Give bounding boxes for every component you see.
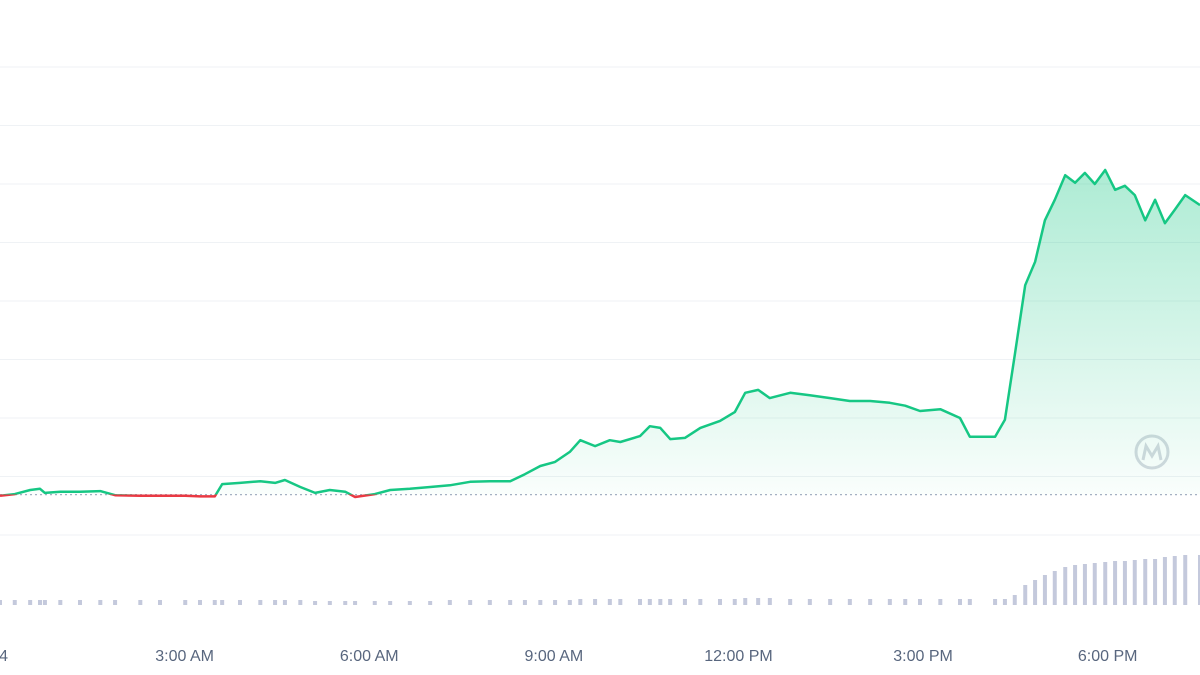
volume-bar (1183, 555, 1188, 605)
volume-bar (372, 601, 377, 605)
volume-bar (1172, 556, 1177, 605)
volume-bar (388, 601, 393, 605)
volume-bar (567, 600, 572, 605)
volume-bar (1153, 559, 1158, 605)
volume-bar (847, 599, 852, 605)
volume-bar (468, 600, 473, 605)
volume-bar (938, 599, 943, 605)
volume-bar (353, 601, 358, 605)
volume-bar (668, 599, 673, 605)
volume-bar (1002, 599, 1007, 605)
volume-bar (638, 599, 642, 605)
price-area (0, 170, 1200, 497)
volume-bar (647, 599, 652, 605)
volume-bar (1092, 563, 1097, 605)
volume-bar (327, 601, 332, 605)
volume-bar (298, 600, 303, 605)
x-tick-label: 4 (0, 648, 8, 665)
volume-bar (1082, 564, 1087, 605)
price-line (0, 168, 1200, 499)
volume-bar (1143, 559, 1148, 605)
volume-bar (28, 600, 33, 605)
x-tick-label: 3:00 PM (893, 648, 953, 665)
volume-bar (343, 601, 348, 605)
volume-bar (958, 599, 962, 605)
volume-bar (618, 599, 623, 605)
volume-bar (593, 599, 598, 605)
volume-bar (98, 600, 103, 605)
volume-bar (1042, 575, 1047, 605)
volume-bar (1122, 561, 1127, 605)
volume-bar (718, 599, 722, 605)
volume-bar (238, 600, 242, 605)
volume-bar (198, 600, 202, 605)
volume-bar (38, 600, 42, 605)
volume-bar (553, 600, 558, 605)
volume-bar (732, 599, 737, 605)
volume-bar (1113, 561, 1118, 605)
volume-bar (282, 600, 287, 605)
x-tick-label: 9:00 AM (524, 648, 583, 665)
volume-bar (1033, 580, 1038, 605)
volume-bar (903, 599, 908, 605)
volume-bar (967, 599, 972, 605)
volume-bar (993, 599, 998, 605)
volume-bar (12, 600, 17, 605)
volume-bar (313, 601, 318, 605)
x-tick-label: 3:00 AM (155, 648, 214, 665)
x-tick-label: 12:00 PM (704, 648, 772, 665)
volume-bar (807, 599, 812, 605)
volume-bar (607, 599, 612, 605)
volume-bar (1103, 562, 1108, 605)
volume-bar (1073, 565, 1078, 605)
volume-bar (258, 600, 263, 605)
volume-bar (658, 599, 663, 605)
volume-bar (756, 598, 761, 605)
volume-bar (828, 599, 833, 605)
volume-bar (487, 600, 492, 605)
volume-bar (1162, 557, 1167, 605)
volume-bar (0, 600, 2, 605)
volume-bar (698, 599, 703, 605)
volume-bar (407, 601, 412, 605)
volume-bar (743, 598, 748, 605)
volume-bar (138, 600, 143, 605)
volume-bar (428, 601, 433, 605)
volume-bar (578, 599, 583, 605)
volume-bar (918, 599, 922, 605)
volume-bar (212, 600, 217, 605)
volume-bar (682, 599, 687, 605)
volume-bar (183, 600, 188, 605)
volume-bar (1052, 571, 1057, 605)
volume-bar (273, 600, 278, 605)
volume-bar (868, 599, 873, 605)
volume-bar (522, 600, 527, 605)
volume-bar (538, 600, 543, 605)
x-tick-label: 6:00 AM (340, 648, 399, 665)
volume-bar (78, 600, 82, 605)
volume-bar (1023, 585, 1028, 605)
volume-bar (508, 600, 513, 605)
volume-bar (447, 600, 452, 605)
volume-bar (767, 598, 772, 605)
x-tick-label: 6:00 PM (1078, 648, 1138, 665)
volume-bar (220, 600, 225, 605)
volume-bar (58, 600, 63, 605)
volume-bar (1198, 555, 1200, 605)
volume-bar (1132, 560, 1137, 605)
volume-bar (1012, 595, 1017, 605)
volume-bar (887, 599, 892, 605)
volume-bar (158, 600, 162, 605)
volume-bar (788, 599, 793, 605)
volume-bar (113, 600, 118, 605)
volume-bar (1063, 567, 1068, 605)
volume-bar (42, 600, 47, 605)
